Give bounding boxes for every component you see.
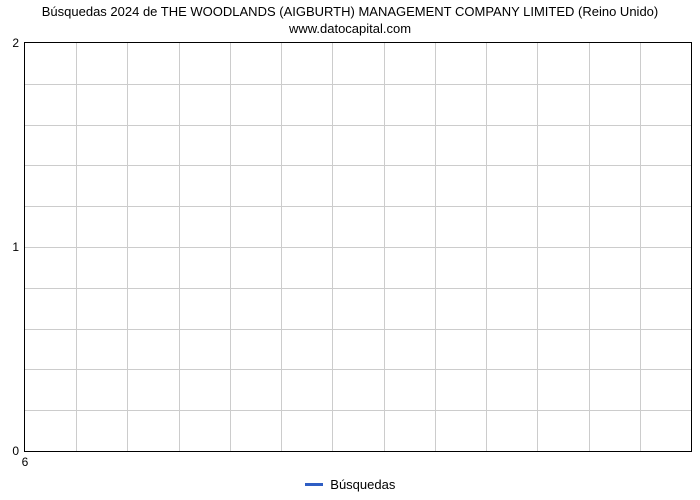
chart-title: Búsquedas 2024 de THE WOODLANDS (AIGBURT… [0, 0, 700, 21]
chart-container: Búsquedas 2024 de THE WOODLANDS (AIGBURT… [0, 0, 700, 500]
gridline-vertical [76, 43, 77, 451]
gridline-vertical [589, 43, 590, 451]
y-tick-label: 0 [12, 444, 19, 458]
chart-subtitle: www.datocapital.com [0, 21, 700, 38]
gridline-vertical [384, 43, 385, 451]
gridline-vertical [640, 43, 641, 451]
gridline-vertical [127, 43, 128, 451]
gridline-horizontal [25, 165, 691, 166]
legend-swatch [305, 483, 323, 486]
plot-area: 0126 [24, 42, 692, 452]
gridline-vertical [230, 43, 231, 451]
y-tick-label: 2 [12, 36, 19, 50]
gridline-vertical [281, 43, 282, 451]
gridline-horizontal [25, 369, 691, 370]
y-tick-label: 1 [12, 240, 19, 254]
gridline-vertical [537, 43, 538, 451]
gridline-horizontal [25, 247, 691, 248]
x-tick-label: 6 [22, 455, 29, 469]
gridline-horizontal [25, 410, 691, 411]
gridline-horizontal [25, 329, 691, 330]
gridline-horizontal [25, 288, 691, 289]
gridline-vertical [179, 43, 180, 451]
legend: Búsquedas [0, 476, 700, 492]
legend-label: Búsquedas [330, 477, 395, 492]
gridline-horizontal [25, 206, 691, 207]
gridline-vertical [332, 43, 333, 451]
gridline-vertical [435, 43, 436, 451]
gridline-vertical [486, 43, 487, 451]
gridline-horizontal [25, 84, 691, 85]
gridline-horizontal [25, 125, 691, 126]
